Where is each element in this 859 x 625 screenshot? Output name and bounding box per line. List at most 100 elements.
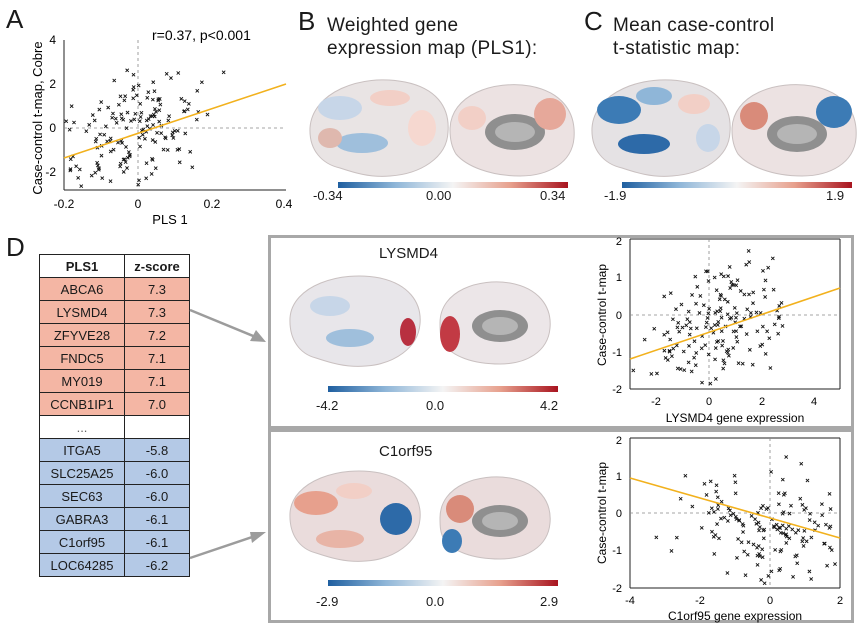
scatter-point — [718, 292, 723, 297]
scatter-point — [694, 301, 698, 306]
x-tick: -4 — [625, 595, 635, 607]
scatter-plot-c1orf95: 2 1 0 -1 -2 -4 -2 0 2 C1orf95 gene expre… — [595, 435, 843, 623]
scatter-point — [131, 87, 136, 92]
scatter-point — [95, 163, 100, 168]
scatter-point — [709, 326, 714, 331]
scatter-point — [69, 104, 74, 109]
scatter-point — [668, 291, 673, 296]
scatter-point — [713, 310, 718, 315]
scatter-point — [781, 510, 786, 515]
scatter-point — [799, 461, 804, 466]
scatter-point — [662, 332, 667, 337]
scatter-point — [136, 83, 141, 88]
scatter-point — [725, 571, 730, 575]
y-tick: -1 — [612, 545, 622, 557]
scatter-point — [746, 540, 751, 545]
scatter-point — [132, 117, 137, 122]
scatter-point — [669, 354, 674, 359]
scatter-point — [800, 502, 805, 507]
scatter-point — [113, 116, 118, 121]
scatter-point — [708, 381, 713, 386]
scatter-point — [122, 98, 127, 103]
scatter-point — [748, 310, 753, 315]
scatter-point — [111, 111, 115, 116]
table-row: MY019 7.1 — [39, 369, 190, 393]
scatter-plot-a: r=0.37, p<0.001 -0.2 0 0.2 0.4 4 2 0 -2 … — [30, 27, 293, 225]
scatter-point — [766, 574, 771, 578]
scatter-point — [678, 367, 683, 371]
scatter-point — [118, 161, 123, 166]
scatter-point — [150, 97, 155, 102]
brain-map-b — [309, 79, 575, 177]
scatter-point — [776, 491, 781, 496]
scatter-point — [759, 506, 763, 511]
table-header-gene: PLS1 — [39, 254, 125, 278]
scatter-point — [744, 332, 749, 336]
scatter-point — [92, 118, 97, 123]
scatter-point — [791, 574, 795, 579]
scatter-point — [779, 300, 784, 305]
scatter-point — [142, 136, 147, 141]
scatter-point — [828, 507, 833, 511]
scatter-point — [151, 112, 156, 117]
scatter-point — [165, 148, 170, 152]
scatter-point — [761, 268, 765, 273]
scatter-point — [721, 339, 725, 343]
scatter-point — [700, 380, 704, 385]
lateral-brain-view — [591, 79, 731, 177]
scatter-point — [771, 287, 776, 292]
scatter-point — [110, 115, 115, 120]
gene-name-cell: ABCA6 — [39, 277, 125, 301]
scatter-point — [734, 335, 739, 339]
scatter-point — [760, 555, 765, 560]
scatter-point — [158, 102, 163, 107]
scatter-point — [185, 107, 190, 112]
scatter-point — [734, 315, 738, 320]
x-tick: 0.4 — [276, 197, 293, 211]
gene-name-cell: ITGA5 — [39, 438, 125, 462]
scatter-point — [175, 128, 180, 133]
scatter-point — [769, 569, 774, 574]
scatter-point — [800, 539, 805, 544]
y-tick: 4 — [49, 33, 56, 47]
gene-panel-lysmd4 — [268, 235, 854, 429]
scatter-point — [64, 119, 69, 124]
scatter-point — [827, 491, 832, 496]
scatter-point — [704, 320, 709, 325]
scatter-point — [205, 112, 210, 117]
scatter-point — [153, 166, 158, 171]
scatter-point — [138, 144, 142, 149]
table-row: LYSMD4 7.3 — [39, 300, 190, 324]
scatter-point — [777, 303, 782, 308]
scatter-point — [773, 547, 778, 552]
scatter-point — [674, 307, 678, 312]
scatter-point — [798, 496, 803, 501]
gene-zscore-table: PLS1 z-score ABCA6 7.3 LYSMD4 7.3 ZFYVE28 7.2… — [39, 254, 190, 577]
scatter-point — [713, 377, 718, 381]
scatter-point — [665, 330, 670, 335]
scatter-point — [103, 124, 108, 129]
scatter-point — [716, 319, 721, 324]
scatter-point — [93, 170, 98, 175]
scatter-points-lysmd4 — [631, 248, 785, 386]
scatter-point — [714, 288, 719, 293]
scatter-point — [90, 113, 95, 117]
scatter-point — [793, 554, 798, 559]
panel-letter-c: C — [584, 6, 603, 36]
brain-map-c1orf95 — [289, 470, 551, 562]
scatter-point — [675, 366, 680, 371]
scatter-point — [737, 518, 742, 523]
scatter-point — [675, 325, 680, 330]
scatter-point — [669, 548, 674, 553]
scatter-point — [698, 294, 703, 298]
scatter-point — [120, 140, 125, 145]
scatter-point — [144, 176, 149, 181]
scatter-point — [713, 357, 717, 362]
gene-name-lysmd4: LYSMD4 — [379, 245, 438, 262]
gene-name-cell: SLC25A25 — [39, 461, 125, 485]
gene-name-cell: SEC63 — [39, 484, 125, 508]
scatter-point — [133, 111, 138, 116]
y-axis-label-a: Case-control t-map, Cobre — [30, 41, 45, 194]
colorbar-c1orf95 — [328, 580, 558, 586]
title-line: Weighted gene — [327, 15, 459, 36]
